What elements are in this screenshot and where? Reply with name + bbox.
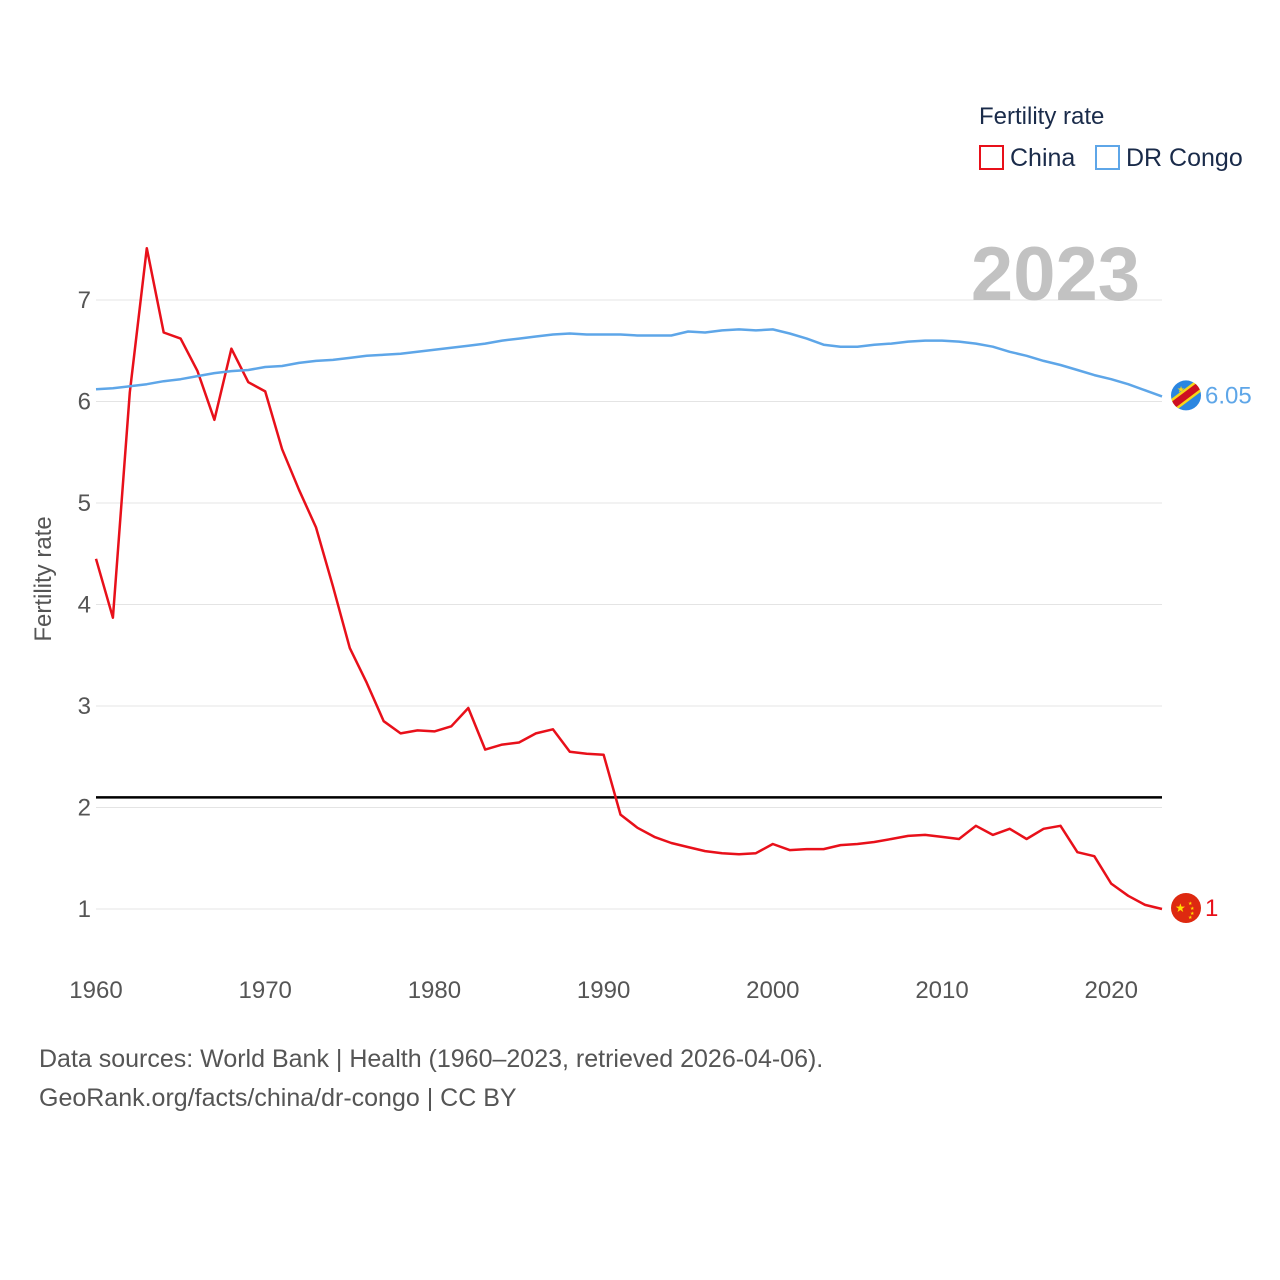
footer-source: Data sources: World Bank | Health (1960–… xyxy=(39,1045,824,1073)
x-tick-label: 2020 xyxy=(1085,977,1138,1004)
series-line-dr-congo[interactable] xyxy=(95,328,1163,398)
y-axis-label: Fertility rate xyxy=(30,516,57,641)
y-tick-label: 7 xyxy=(78,287,91,314)
legend-label-china: China xyxy=(1010,144,1075,172)
series-line-china[interactable] xyxy=(94,246,1163,911)
legend-swatch-dr-congo xyxy=(1095,145,1120,170)
footer-link[interactable]: GeoRank.org/facts/china/dr-congo | CC BY xyxy=(39,1084,517,1112)
x-axis-ticks: 1960 1970 1980 1990 2000 2010 2020 xyxy=(69,977,1138,1004)
x-tick-label: 1970 xyxy=(239,977,292,1004)
svg-text:★: ★ xyxy=(1188,915,1193,921)
gridlines xyxy=(96,299,1162,910)
x-tick-label: 1990 xyxy=(577,977,630,1004)
legend-label-dr-congo: DR Congo xyxy=(1126,144,1243,172)
series-lines xyxy=(94,246,1163,911)
china-flag-icon: ★ ★ ★ ★ ★ xyxy=(1171,893,1201,923)
end-marker-china[interactable]: ★ ★ ★ ★ ★ 1 xyxy=(1170,892,1218,924)
x-tick-label: 1980 xyxy=(408,977,461,1004)
end-marker-dr-congo[interactable]: ★ 6.05 xyxy=(1170,379,1252,411)
legend-title: Fertility rate xyxy=(979,103,1104,130)
svg-text:★: ★ xyxy=(1175,901,1186,915)
y-tick-label: 2 xyxy=(78,795,91,822)
year-watermark: 2023 xyxy=(971,232,1140,317)
x-tick-label: 1960 xyxy=(69,977,122,1004)
y-tick-label: 4 xyxy=(78,592,91,619)
x-tick-label: 2000 xyxy=(746,977,799,1004)
legend: Fertility rate China DR Congo xyxy=(979,103,1243,172)
end-value-china: 1 xyxy=(1205,895,1218,922)
dr-congo-flag-icon: ★ xyxy=(1171,380,1201,411)
y-tick-label: 3 xyxy=(78,693,91,720)
y-tick-label: 5 xyxy=(78,490,91,517)
x-tick-label: 2010 xyxy=(915,977,968,1004)
legend-item-china[interactable]: China xyxy=(979,144,1075,172)
svg-text:★: ★ xyxy=(1188,901,1193,907)
legend-swatch-china xyxy=(979,145,1004,170)
svg-text:★: ★ xyxy=(1177,384,1185,394)
y-tick-label: 1 xyxy=(78,896,91,923)
end-value-dr-congo: 6.05 xyxy=(1205,382,1252,409)
y-axis-ticks: 1 2 3 4 5 6 7 xyxy=(78,287,91,923)
svg-text:★: ★ xyxy=(1190,911,1195,917)
y-tick-label: 6 xyxy=(78,389,91,416)
legend-item-dr-congo[interactable]: DR Congo xyxy=(1095,144,1243,172)
svg-text:★: ★ xyxy=(1190,906,1195,912)
